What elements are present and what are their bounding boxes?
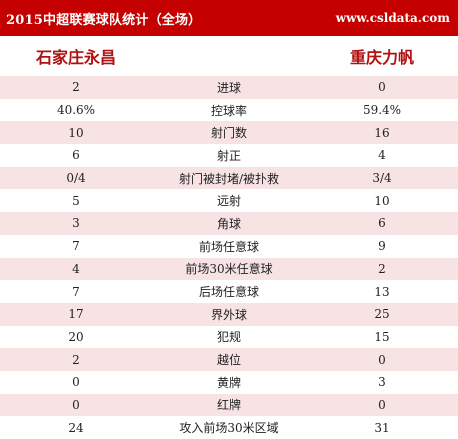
stat-row: 40.6% 控球率 59.4% xyxy=(0,98,458,122)
stat-label: 后场任意球 xyxy=(198,285,259,300)
header-banner: 2015中超联赛球队统计（全场） www.csldata.com xyxy=(0,0,458,36)
home-value: 5 xyxy=(72,193,80,208)
home-value: 10 xyxy=(68,125,84,140)
away-value: 4 xyxy=(378,148,386,163)
home-value: 17 xyxy=(68,307,84,322)
away-value: 15 xyxy=(374,329,390,344)
stat-label: 射正 xyxy=(216,148,241,163)
away-value: 10 xyxy=(374,193,390,208)
stat-label: 界外球 xyxy=(210,307,247,322)
stat-row: 10 射门数 16 xyxy=(0,121,458,145)
away-value: 3/4 xyxy=(372,171,392,186)
team-header: 石家庄永昌 重庆力帆 xyxy=(0,36,458,76)
away-value: 59.4% xyxy=(362,103,402,118)
stat-label: 控球率 xyxy=(210,103,247,118)
stat-label: 前场任意球 xyxy=(198,239,259,254)
away-value: 9 xyxy=(378,239,386,254)
home-value: 0 xyxy=(72,397,80,412)
home-value: 40.6% xyxy=(56,103,96,118)
away-team-name: 重庆力帆 xyxy=(349,48,414,67)
stat-row: 2 越位 0 xyxy=(0,348,458,371)
stat-label: 射门数 xyxy=(210,126,247,141)
stat-row: 7 后场任意球 13 xyxy=(0,280,458,303)
away-value: 6 xyxy=(378,216,386,231)
stat-row: 0/4 射门被封堵/被扑救 3/4 xyxy=(0,166,458,190)
stat-label: 攻入前场30米区域 xyxy=(179,421,279,436)
away-value: 13 xyxy=(374,284,390,299)
stat-label: 越位 xyxy=(216,353,241,368)
home-value: 3 xyxy=(72,216,80,231)
page-title: 2015中超联赛球队统计（全场） xyxy=(6,12,202,28)
home-value: 2 xyxy=(72,352,80,367)
stats-table: 2 进球 0 40.6% 控球率 59.4% 10 射门数 16 6 射正 4 0/4 射门被封堵/被扑救… xyxy=(0,76,458,439)
stat-label: 角球 xyxy=(216,216,241,231)
away-value: 0 xyxy=(378,397,386,412)
home-value: 24 xyxy=(68,420,84,435)
stat-row: 2 进球 0 xyxy=(0,76,458,99)
home-value: 0 xyxy=(72,375,80,390)
stat-label: 进球 xyxy=(216,80,241,95)
stat-label: 前场30米任意球 xyxy=(185,262,273,277)
stat-row: 17 界外球 25 xyxy=(0,302,458,326)
away-value: 25 xyxy=(374,307,390,322)
stat-row: 24 攻入前场30米区域 31 xyxy=(0,416,458,439)
stat-row: 5 远射 10 xyxy=(0,189,458,213)
stat-row: 6 射正 4 xyxy=(0,144,458,167)
away-value: 31 xyxy=(374,420,390,435)
home-value: 2 xyxy=(72,80,80,95)
stat-row: 3 角球 6 xyxy=(0,212,458,235)
home-value: 4 xyxy=(72,261,80,276)
stat-label: 射门被封堵/被扑救 xyxy=(178,171,280,186)
site-label: www.csldata.com xyxy=(335,11,450,25)
stat-row: 0 黄牌 3 xyxy=(0,370,458,394)
home-value: 0/4 xyxy=(66,171,86,186)
away-value: 16 xyxy=(374,125,390,140)
away-value: 2 xyxy=(378,261,386,276)
away-value: 0 xyxy=(378,352,386,367)
home-value: 7 xyxy=(72,239,80,254)
stat-row: 0 红牌 0 xyxy=(0,393,458,417)
away-value: 0 xyxy=(378,80,386,95)
stat-row: 20 犯规 15 xyxy=(0,325,458,349)
stat-label: 犯规 xyxy=(216,330,241,345)
home-value: 6 xyxy=(72,148,80,163)
stat-label: 远射 xyxy=(216,194,241,209)
home-team-name: 石家庄永昌 xyxy=(36,48,117,67)
stat-row: 7 前场任意球 9 xyxy=(0,234,458,258)
home-value: 7 xyxy=(72,284,80,299)
stat-row: 4 前场30米任意球 2 xyxy=(0,257,458,281)
stat-label: 红牌 xyxy=(216,398,241,413)
home-value: 20 xyxy=(68,329,84,344)
away-value: 3 xyxy=(378,375,386,390)
stat-label: 黄牌 xyxy=(216,375,241,390)
